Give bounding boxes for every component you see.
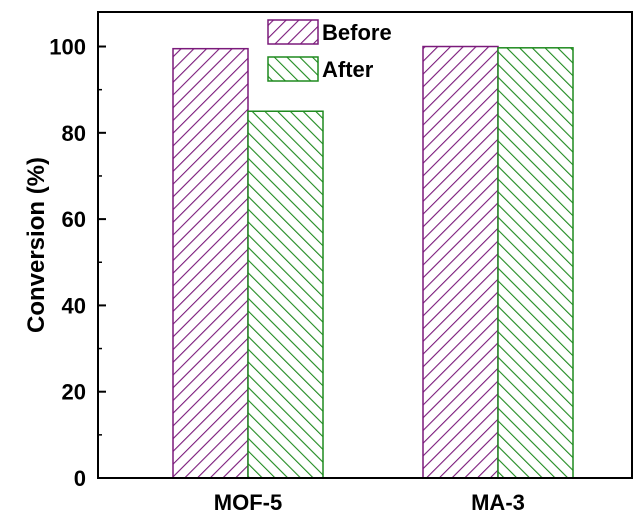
x-tick-label: MA-3 xyxy=(471,490,525,515)
x-tick-label: MOF-5 xyxy=(214,490,282,515)
bar-after-ma-3 xyxy=(497,47,574,479)
y-tick-label: 80 xyxy=(62,121,86,146)
y-tick-label: 60 xyxy=(62,207,86,232)
y-axis-label: Conversion (%) xyxy=(23,157,50,333)
y-tick-label: 20 xyxy=(62,380,86,405)
bar-before-ma-3 xyxy=(422,45,499,479)
bar-after-mof-5 xyxy=(247,110,324,479)
legend-label-before: Before xyxy=(322,20,392,45)
legend-label-after: After xyxy=(322,57,374,82)
legend-swatch-before xyxy=(267,19,319,45)
bar-before-mof-5 xyxy=(172,47,249,479)
plot-frame xyxy=(97,11,633,479)
legend-swatch-after xyxy=(267,56,319,82)
y-tick-label: 0 xyxy=(74,466,86,491)
legend: Before After xyxy=(267,19,392,82)
y-tick-label: 100 xyxy=(49,35,86,60)
y-tick-label: 40 xyxy=(62,293,86,318)
